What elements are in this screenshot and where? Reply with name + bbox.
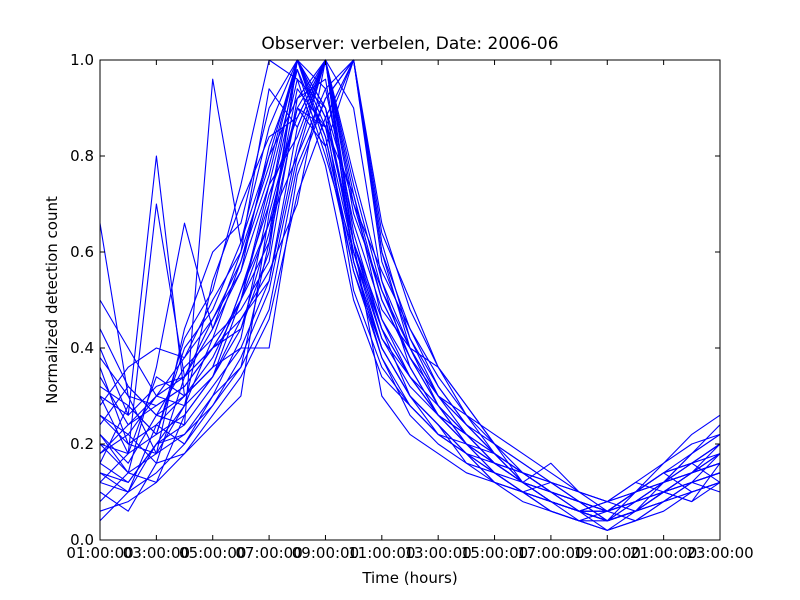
- x-tick-label: 13:00:00: [404, 544, 471, 562]
- series-line-26: [99, 59, 721, 531]
- x-tick-label: 05:00:00: [179, 544, 246, 562]
- series-line-3: [99, 59, 721, 522]
- y-tick-label: 1.0: [70, 51, 94, 69]
- x-tick-label: 01:00:00: [66, 544, 133, 562]
- y-axis-label: Normalized detection count: [43, 196, 61, 404]
- x-axis-label: Time (hours): [362, 569, 458, 587]
- y-tick-label: 0.4: [70, 339, 94, 357]
- x-tick-label: 17:00:00: [517, 544, 584, 562]
- series-line-12: [99, 59, 721, 522]
- series-line-11: [99, 59, 721, 522]
- series-line-13: [99, 59, 721, 512]
- series-line-14: [99, 59, 721, 503]
- y-tick-label: 0.8: [70, 147, 94, 165]
- y-tick-label: 0.0: [70, 531, 94, 549]
- series-line-21: [99, 59, 721, 512]
- series-line-27: [99, 59, 721, 512]
- series-line-5: [99, 59, 721, 512]
- y-tick-label: 0.2: [70, 435, 94, 453]
- series-line-15: [99, 59, 721, 522]
- series-line-29: [99, 69, 721, 512]
- x-tick-label: 19:00:00: [574, 544, 641, 562]
- x-tick-label: 03:00:00: [123, 544, 190, 562]
- series-line-24: [99, 59, 721, 503]
- series-line-16: [99, 59, 721, 512]
- series-line-1: [99, 59, 721, 512]
- series-line-19: [99, 59, 721, 522]
- plot-frame: [99, 59, 721, 541]
- x-tick-label: 09:00:00: [292, 544, 359, 562]
- series-line-10: [99, 59, 721, 531]
- x-tick-label: 23:00:00: [686, 544, 753, 562]
- series-line-4: [99, 59, 721, 512]
- x-tick-label: 15:00:00: [461, 544, 528, 562]
- series-line-6: [99, 59, 721, 522]
- series-line-17: [99, 59, 721, 512]
- series-line-8: [99, 59, 721, 512]
- series-line-22: [99, 59, 721, 522]
- series-line-23: [99, 59, 721, 512]
- series-line-9: [99, 59, 721, 522]
- series-line-30: [99, 59, 721, 512]
- y-tick-label: 0.6: [70, 243, 94, 261]
- chart-title: Observer: verbelen, Date: 2006-06: [261, 34, 559, 54]
- x-tick-label: 11:00:00: [348, 544, 415, 562]
- x-tick-label: 07:00:00: [235, 544, 302, 562]
- series-line-28: [99, 59, 721, 522]
- series-line-2: [99, 59, 721, 522]
- x-tick-label: 21:00:00: [630, 544, 697, 562]
